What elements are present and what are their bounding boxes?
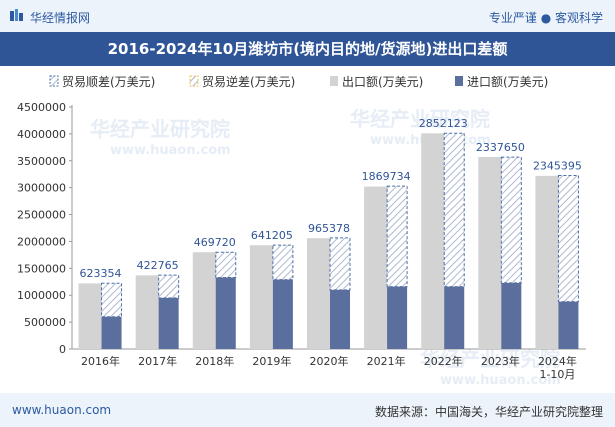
- y-tick-label: 500000: [24, 316, 66, 329]
- y-tick-label: 2500000: [17, 209, 66, 222]
- y-tick-label: 3000000: [17, 182, 66, 195]
- legend-label: 贸易逆差(万美元): [202, 74, 295, 89]
- x-tick-label: 2016年: [81, 354, 120, 368]
- surplus-data-label: 2345395: [533, 160, 582, 173]
- surplus-data-label: 965378: [308, 222, 350, 235]
- site-url: www.huaon.com: [12, 403, 112, 417]
- watermark-url: www.huaon.com: [440, 373, 561, 388]
- import-bar: [158, 297, 179, 349]
- watermark-text: 华经产业研究院: [350, 107, 490, 131]
- top-bar: 华经情报网 专业严谨 ● 客观科学: [0, 0, 615, 32]
- x-tick-label: 2022年: [424, 354, 463, 368]
- watermark-text: 华经产业研究院: [90, 117, 230, 141]
- surplus-data-label: 1869734: [362, 170, 411, 183]
- import-bar: [101, 316, 122, 349]
- surplus-data-label: 469720: [194, 236, 236, 249]
- import-bar: [330, 289, 350, 349]
- x-tick-label: 2020年: [310, 354, 349, 368]
- import-bar: [272, 279, 293, 349]
- x-tick-label: 2017年: [138, 354, 177, 368]
- y-tick-label: 3500000: [17, 155, 66, 168]
- surplus-data-label: 422765: [137, 259, 179, 272]
- watermark-url: www.huaon.com: [110, 143, 231, 158]
- import-bar: [558, 301, 579, 349]
- x-tick-label: 2018年: [195, 354, 234, 368]
- surplus-bar: [272, 244, 294, 281]
- surplus-bar: [443, 132, 465, 288]
- y-tick-label: 4500000: [17, 101, 66, 114]
- slogan-left: 专业严谨: [488, 11, 537, 25]
- y-tick-label: 0: [59, 343, 66, 356]
- surplus-bar: [557, 175, 579, 303]
- watermark-text: 华经产业研究院: [420, 347, 560, 371]
- y-tick-label: 1000000: [17, 289, 66, 302]
- legend-swatch: [455, 76, 463, 86]
- y-tick-label: 4000000: [17, 128, 66, 141]
- surplus-data-label: 641205: [251, 229, 293, 242]
- export-bar: [535, 175, 560, 349]
- y-tick-label: 2000000: [17, 235, 66, 248]
- import-bar: [444, 286, 465, 349]
- surplus-bar: [500, 156, 522, 284]
- chart-title: 2016-2024年10月潍坊市(境内目的地/货源地)进出口差额: [0, 32, 615, 66]
- import-bar: [387, 286, 408, 349]
- import-bar: [215, 277, 236, 349]
- legend-swatch: [49, 75, 59, 87]
- surplus-data-label: 2852123: [419, 117, 468, 130]
- legend-label: 贸易顺差(万美元): [62, 75, 155, 89]
- legend-swatch: [189, 75, 199, 87]
- export-bar: [364, 186, 389, 349]
- legend-label: 出口额(万美元): [342, 75, 423, 89]
- export-bar: [478, 157, 503, 349]
- legend-label: 进口额(万美元): [467, 75, 548, 89]
- y-tick-label: 1500000: [17, 262, 66, 275]
- export-bar: [421, 133, 446, 349]
- x-tick-label: 2023年: [481, 354, 520, 368]
- chart-area: 华经产业研究院 www.huaon.com 华经产业研究院 www.huaon.com…: [17, 74, 586, 388]
- export-bar: [192, 252, 217, 349]
- export-bar: [78, 283, 103, 349]
- separator-dot-icon: ●: [540, 11, 555, 25]
- surplus-bar: [158, 274, 180, 299]
- surplus-bar: [215, 251, 237, 278]
- surplus-bar: [329, 237, 351, 291]
- surplus-data-label: 2337650: [476, 141, 525, 154]
- x-tick-label: 1-10月: [539, 368, 575, 381]
- slogan: 专业严谨 ● 客观科学: [489, 9, 603, 26]
- x-tick-label: 2021年: [367, 354, 406, 368]
- surplus-data-label: 623354: [80, 267, 122, 280]
- x-tick-label: 2024年: [538, 354, 577, 368]
- export-bar: [249, 245, 274, 349]
- slogan-right: 客观科学: [554, 11, 603, 25]
- export-bar: [135, 275, 160, 349]
- data-source: 数据来源：中国海关，华经产业研究院整理: [374, 405, 603, 419]
- surplus-bar: [101, 282, 123, 318]
- export-bar: [307, 238, 331, 349]
- import-bar: [501, 282, 522, 349]
- surplus-bar: [386, 185, 408, 288]
- huajing-logo-icon: [10, 9, 23, 21]
- brand-name: 华经情报网: [30, 11, 91, 25]
- x-tick-label: 2019年: [252, 354, 291, 368]
- bottom-bar: www.huaon.com 数据来源：中国海关，华经产业研究院整理: [0, 393, 615, 427]
- legend-swatch: [330, 76, 338, 86]
